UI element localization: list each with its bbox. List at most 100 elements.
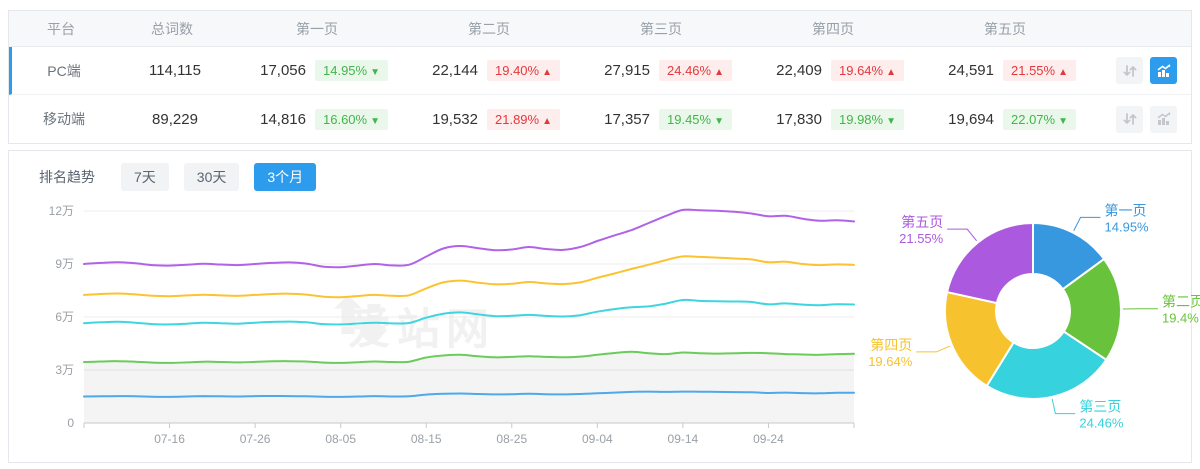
donut-slice-第二页[interactable] [1061, 257, 1122, 362]
page-count-value: 22,144 [432, 62, 478, 79]
page-count-value: 24,591 [948, 62, 994, 79]
triangle-down-icon: ▼ [714, 115, 724, 127]
donut-label: 第四页 [870, 337, 912, 353]
triangle-down-icon: ▼ [1058, 115, 1068, 127]
percent-badge: 21.89% ▲ [487, 108, 560, 130]
x-axis-label: 08-05 [325, 432, 356, 446]
triangle-down-icon: ▼ [370, 115, 380, 127]
percent-value: 14.95% [323, 63, 368, 78]
percent-badge: 14.95% ▼ [315, 60, 388, 81]
table-row[interactable]: 移动端 89,229 14,816 16.60% ▼ 19,532 21.89% ▲ 17,35… [9, 95, 1191, 143]
donut-label: 第一页 [1105, 202, 1147, 218]
percent-value: 22.07% [1011, 111, 1056, 127]
col-header-page2: 第二页 [468, 20, 510, 37]
percent-badge: 22.07% ▼ [1003, 108, 1076, 130]
table-header-row: 平台 总词数 第一页 第二页 第三页 第四页 第五页 [9, 11, 1191, 47]
triangle-up-icon: ▲ [1058, 67, 1068, 78]
donut-percent: 19.4% [1162, 311, 1199, 326]
trend-chart-button[interactable] [1150, 105, 1177, 133]
trend-line-第五页(累计/总词数) [83, 208, 855, 269]
trend-line-第二页(累计) [83, 350, 855, 364]
total-words-value: 114,115 [149, 62, 201, 79]
ranking-table: 平台 总词数 第一页 第二页 第三页 第四页 第五页 PC端 114,115 17,… [8, 10, 1192, 144]
y-axis-label: 3万 [55, 363, 74, 377]
trend-line-第三页(累计) [83, 298, 855, 326]
label-leader-line [916, 345, 951, 353]
triangle-down-icon: ▼ [886, 115, 896, 127]
trend-chart-button[interactable] [1150, 57, 1177, 84]
x-axis-label: 09-04 [582, 432, 613, 446]
page-count-cell: 22,144 19.40% ▲ [406, 60, 578, 81]
donut-percent: 21.55% [899, 231, 944, 246]
percent-value: 19.40% [495, 63, 540, 78]
donut-slice-第三页[interactable] [985, 330, 1108, 400]
row-actions [1094, 105, 1191, 133]
row-actions [1094, 57, 1191, 84]
percent-value: 19.64% [839, 63, 884, 78]
y-axis-label: 0 [67, 416, 74, 430]
donut-percent: 14.95% [1105, 219, 1150, 234]
triangle-up-icon: ▲ [542, 67, 552, 78]
chart-area: 爱站网 0 3万 6万 9万 12万 07-16 07-26 08-05 08-15 08-25 0… [9, 191, 1200, 463]
donut-slice-第五页[interactable] [945, 221, 1034, 305]
table-body: PC端 114,115 17,056 14.95% ▼ 22,144 19.40% ▲ 27,9… [9, 47, 1191, 143]
trend-line-第一页 [83, 390, 855, 398]
platform-name: PC端 [47, 62, 81, 79]
platform-name: 移动端 [43, 111, 85, 127]
updown-arrows-icon [1123, 64, 1136, 77]
page-count-value: 17,056 [260, 62, 306, 79]
trend-tab-7天[interactable]: 7天 [121, 163, 169, 191]
triangle-down-icon: ▼ [370, 67, 380, 78]
page-count-cell: 17,830 19.98% ▼ [750, 108, 922, 130]
trend-chart-icon [1157, 63, 1170, 77]
trend-line-chart: 0 3万 6万 9万 12万 07-16 07-26 08-05 08-15 08-25 09-04… [49, 204, 855, 446]
y-axis-label: 9万 [55, 257, 74, 271]
col-header-page3: 第三页 [640, 20, 682, 37]
percent-value: 24.46% [667, 63, 712, 78]
col-header-page1: 第一页 [296, 20, 338, 37]
percent-badge: 16.60% ▼ [315, 108, 388, 130]
trend-title: 排名趋势 [39, 169, 95, 185]
percent-badge: 21.55% ▲ [1003, 60, 1076, 81]
percent-value: 21.55% [1011, 63, 1056, 78]
page-count-cell: 27,915 24.46% ▲ [578, 60, 750, 81]
percent-badge: 19.64% ▲ [831, 60, 904, 81]
donut-percent: 19.64% [868, 354, 913, 369]
percent-badge: 24.46% ▲ [659, 60, 732, 81]
x-axis-label: 08-25 [496, 432, 527, 446]
x-axis-label: 09-24 [753, 432, 784, 446]
trend-tab-3个月[interactable]: 3个月 [254, 163, 317, 191]
page-count-value: 27,915 [604, 62, 650, 79]
percent-badge: 19.98% ▼ [831, 108, 904, 130]
y-axis-label: 6万 [55, 310, 74, 324]
col-header-page5: 第五页 [984, 20, 1026, 37]
updown-arrows-button[interactable] [1116, 105, 1143, 133]
donut-percent: 24.46% [1079, 416, 1124, 431]
updown-arrows-button[interactable] [1116, 57, 1143, 84]
table-row[interactable]: PC端 114,115 17,056 14.95% ▼ 22,144 19.40% ▲ 27,9… [9, 47, 1191, 95]
trend-range-tabs: 7天 30天 3个月 [121, 163, 331, 191]
donut-label: 第三页 [1079, 399, 1121, 415]
col-header-platform: 平台 [47, 20, 75, 37]
percent-value: 19.98% [839, 111, 884, 127]
label-leader-line [1073, 216, 1101, 231]
trend-section: 排名趋势 7天 30天 3个月 爱站网 0 3万 6万 9万 12万 07-16 07-26 08… [8, 150, 1200, 463]
x-axis-label: 07-26 [240, 432, 271, 446]
donut-label: 第五页 [901, 214, 943, 230]
trend-tab-30天[interactable]: 30天 [183, 163, 240, 191]
page-count-value: 17,357 [604, 110, 650, 128]
page-count-value: 19,532 [432, 110, 478, 128]
x-axis-label: 08-15 [411, 432, 442, 446]
page-count-cell: 19,532 21.89% ▲ [406, 108, 578, 130]
trend-chart-icon [1157, 112, 1170, 125]
col-header-page4: 第四页 [812, 20, 854, 37]
page-count-cell: 19,694 22.07% ▼ [922, 108, 1094, 130]
label-leader-line [1051, 398, 1076, 415]
percent-value: 21.89% [495, 111, 540, 127]
percent-badge: 19.40% ▲ [487, 60, 560, 81]
page-count-cell: 24,591 21.55% ▲ [922, 60, 1094, 81]
page-count-cell: 22,409 19.64% ▲ [750, 60, 922, 81]
label-leader-line [947, 228, 978, 242]
percent-value: 16.60% [323, 111, 368, 127]
